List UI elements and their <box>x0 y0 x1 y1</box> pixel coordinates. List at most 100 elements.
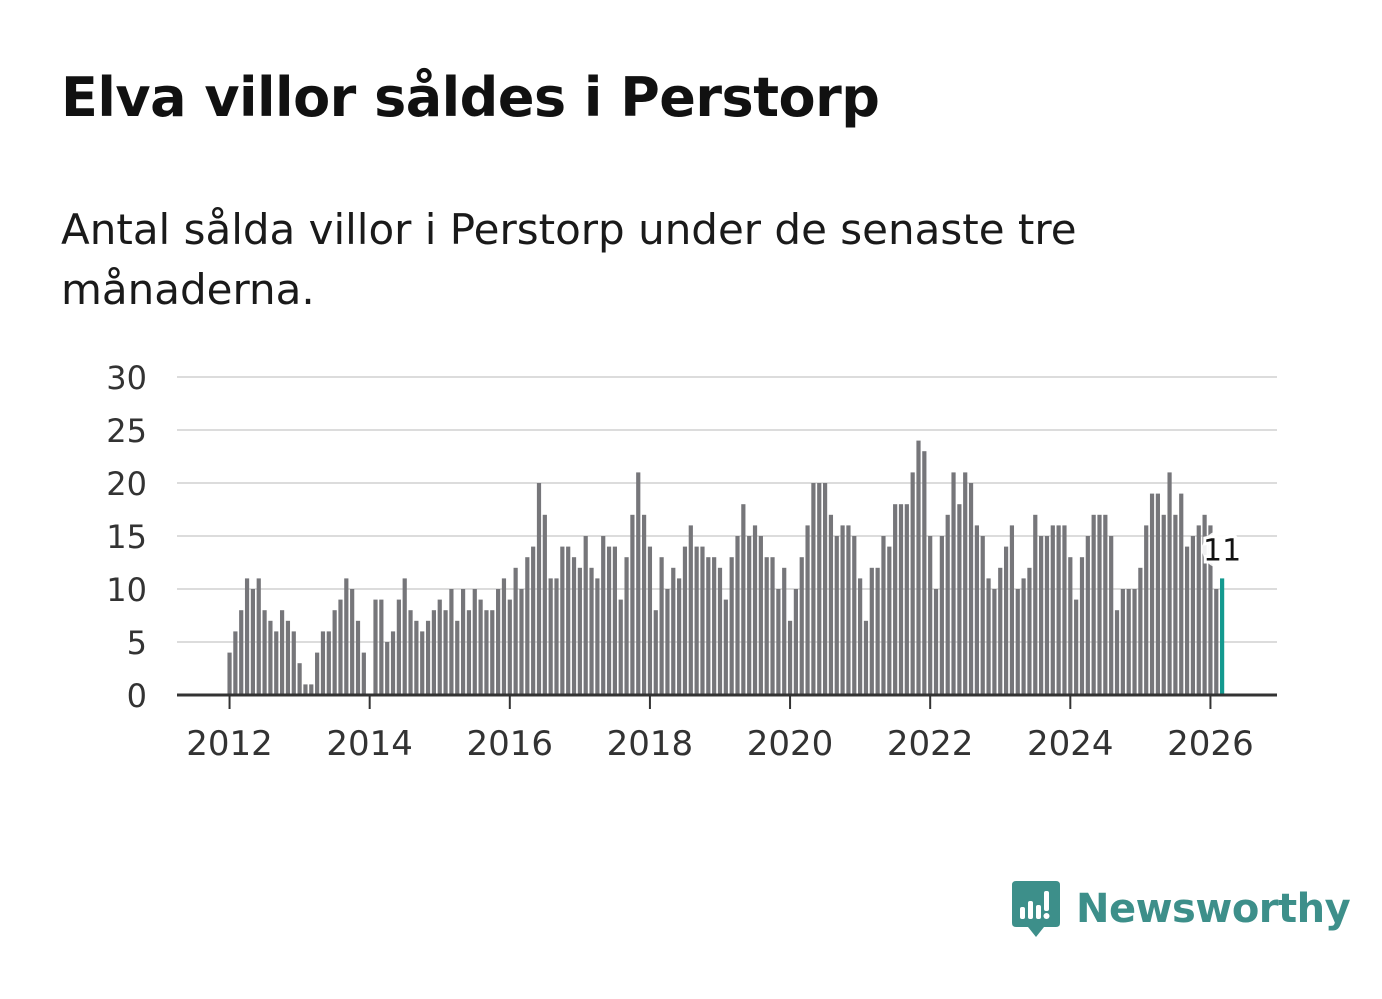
bar <box>1062 525 1067 695</box>
bar <box>1044 536 1050 695</box>
newsworthy-logo-icon <box>1012 881 1060 937</box>
x-tick-label: 2024 <box>1027 724 1114 764</box>
bar <box>297 663 302 695</box>
bar <box>875 567 880 695</box>
bar <box>916 440 921 695</box>
bar <box>712 557 717 695</box>
bar <box>1003 546 1009 695</box>
bar <box>717 567 723 695</box>
bar <box>449 589 454 695</box>
bar <box>1132 589 1137 695</box>
bar <box>279 610 285 695</box>
x-tick-label: 2026 <box>1167 724 1254 764</box>
bar <box>787 620 793 695</box>
bar <box>531 546 536 695</box>
bar <box>694 546 699 695</box>
bar <box>811 483 816 695</box>
bar <box>776 589 781 695</box>
bar <box>957 504 962 695</box>
bar <box>618 599 623 695</box>
bar <box>1120 589 1125 695</box>
bar <box>1138 567 1143 695</box>
bar <box>431 610 436 695</box>
bar <box>840 525 845 695</box>
bar <box>420 631 425 695</box>
bar <box>268 620 273 695</box>
bar <box>490 610 495 695</box>
bar-highlight <box>1220 578 1225 695</box>
bar <box>723 599 728 695</box>
bar <box>747 536 752 695</box>
bar <box>1103 514 1108 695</box>
bar <box>1015 589 1020 695</box>
bar <box>472 589 477 695</box>
bar <box>817 483 822 695</box>
bar <box>350 589 355 695</box>
bar <box>1126 589 1131 695</box>
bar <box>256 578 261 695</box>
bar <box>244 578 250 695</box>
bar <box>455 620 460 695</box>
bar <box>396 599 401 695</box>
bar <box>496 589 501 695</box>
bar <box>227 652 232 695</box>
bar <box>758 536 763 695</box>
brand-logo: Newsworthy <box>1010 879 1351 939</box>
bar <box>1161 514 1166 695</box>
bar <box>601 536 606 695</box>
annotation-bg <box>1202 530 1243 569</box>
bar <box>1208 525 1213 695</box>
bar <box>945 514 950 695</box>
brand-name: Newsworthy <box>1076 886 1351 932</box>
bar <box>980 536 985 695</box>
bar <box>898 504 904 695</box>
x-tick-label: 2022 <box>887 724 974 764</box>
bar <box>1149 493 1155 695</box>
bar <box>507 599 512 695</box>
bar <box>250 589 255 695</box>
bar <box>968 483 974 695</box>
bar <box>630 514 635 695</box>
bar <box>1091 514 1096 695</box>
bar <box>408 610 413 695</box>
bar <box>1021 578 1026 695</box>
bar <box>904 504 909 695</box>
bar <box>554 578 559 695</box>
bar <box>402 578 407 695</box>
bar <box>1033 514 1038 695</box>
bar <box>986 578 991 695</box>
bar <box>729 557 734 695</box>
bar <box>466 610 472 695</box>
bar <box>484 610 489 695</box>
bar <box>852 536 857 695</box>
bar <box>373 599 378 695</box>
bar <box>893 504 898 695</box>
bar <box>869 567 874 695</box>
bar <box>589 567 594 695</box>
x-tick-label: 2020 <box>747 724 834 764</box>
bar <box>805 525 810 695</box>
bar <box>326 631 331 695</box>
bar <box>677 578 682 695</box>
bar <box>1190 536 1196 695</box>
bar <box>338 599 343 695</box>
bar <box>700 546 705 695</box>
bar <box>682 546 688 695</box>
bar <box>332 610 337 695</box>
bar <box>291 631 296 695</box>
bar <box>542 514 547 695</box>
bar <box>887 546 892 695</box>
bar <box>624 557 629 695</box>
bar <box>285 620 291 695</box>
bar <box>425 620 431 695</box>
bar <box>612 546 617 695</box>
bar <box>513 567 518 695</box>
bar <box>583 536 588 695</box>
bar <box>1039 536 1044 695</box>
bar <box>653 610 658 695</box>
bar <box>764 557 769 695</box>
bar <box>519 589 524 695</box>
bar <box>706 557 711 695</box>
bar <box>665 589 670 695</box>
bar <box>641 514 647 695</box>
